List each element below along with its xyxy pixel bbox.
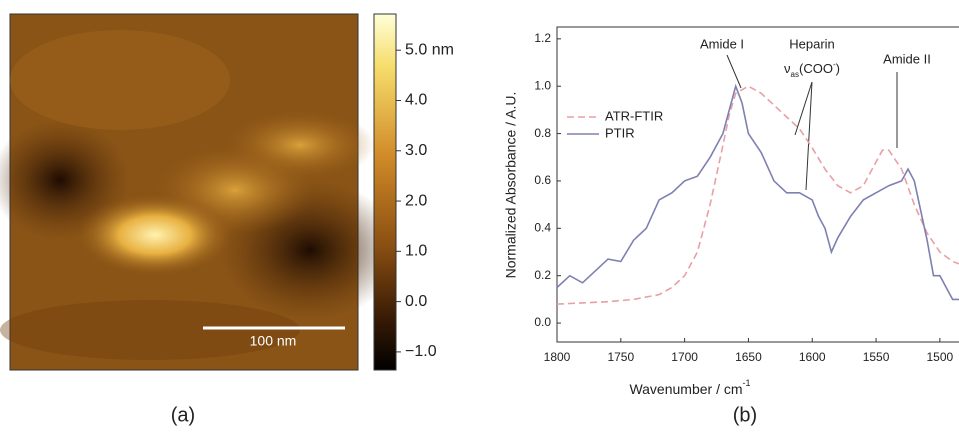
- series-line: [556, 85, 959, 305]
- annotation: Amide I: [700, 36, 744, 51]
- colorbar: [373, 13, 397, 371]
- y-tick-label: 0.2: [534, 268, 551, 282]
- ann-sub: as: [791, 70, 799, 79]
- legend-label: PTIR: [605, 125, 635, 140]
- colorbar-tick-label: 5.0 nm: [405, 41, 454, 58]
- arrow: [805, 81, 813, 191]
- colorbar-tick-label: 4.0: [405, 92, 427, 109]
- panel-label: (b): [733, 404, 757, 426]
- y-tick-label: 1.0: [534, 78, 551, 92]
- x-tick-label: 1800: [544, 350, 571, 364]
- annotation: Amide II: [883, 51, 931, 66]
- x-tick-label: 1650: [735, 350, 762, 364]
- ann-sup: -: [833, 60, 836, 69]
- scale-bar-label: 100 nm: [250, 333, 297, 349]
- ann-part: ν: [784, 61, 791, 76]
- panel-label: (a): [171, 404, 195, 426]
- x-tick-label: 1700: [671, 350, 698, 364]
- annotation: Heparin: [789, 36, 835, 51]
- ann-part: (COO: [799, 61, 833, 76]
- x-axis-label: Wavenumber / cm-1: [629, 378, 750, 396]
- plot-frame: [556, 26, 959, 343]
- x-axis-label-text: Wavenumber / cm: [629, 381, 742, 397]
- ann-part: ): [836, 61, 840, 76]
- y-tick-label: 0.0: [534, 315, 551, 329]
- afm-image: [0, 13, 400, 371]
- colorbar-tick-label: −1.0: [405, 343, 437, 360]
- series-line: [556, 83, 959, 301]
- colorbar-tick-label: 2.0: [405, 192, 427, 209]
- y-tick-label: 0.6: [534, 173, 551, 187]
- colorbar-tick-label: 0.0: [405, 293, 427, 310]
- arrow: [794, 81, 813, 136]
- x-tick-label: 1500: [927, 350, 954, 364]
- y-tick-label: 0.4: [534, 220, 551, 234]
- x-axis-label-sup: -1: [743, 378, 751, 388]
- colorbar-tick-label: 3.0: [405, 142, 427, 159]
- y-tick-label: 0.8: [534, 126, 551, 140]
- y-axis-label: Normalized Absorbance / A.U.: [503, 92, 519, 279]
- y-tick-label: 1.2: [534, 31, 551, 45]
- colorbar-tick-label: 1.0: [405, 243, 427, 260]
- arrow: [726, 54, 742, 89]
- annotation: νas(COO-): [784, 60, 840, 79]
- x-tick-label: 1600: [799, 350, 826, 364]
- x-tick-label: 1750: [607, 350, 634, 364]
- x-tick-label: 1550: [863, 350, 890, 364]
- legend-label: ATR-FTIR: [605, 108, 663, 123]
